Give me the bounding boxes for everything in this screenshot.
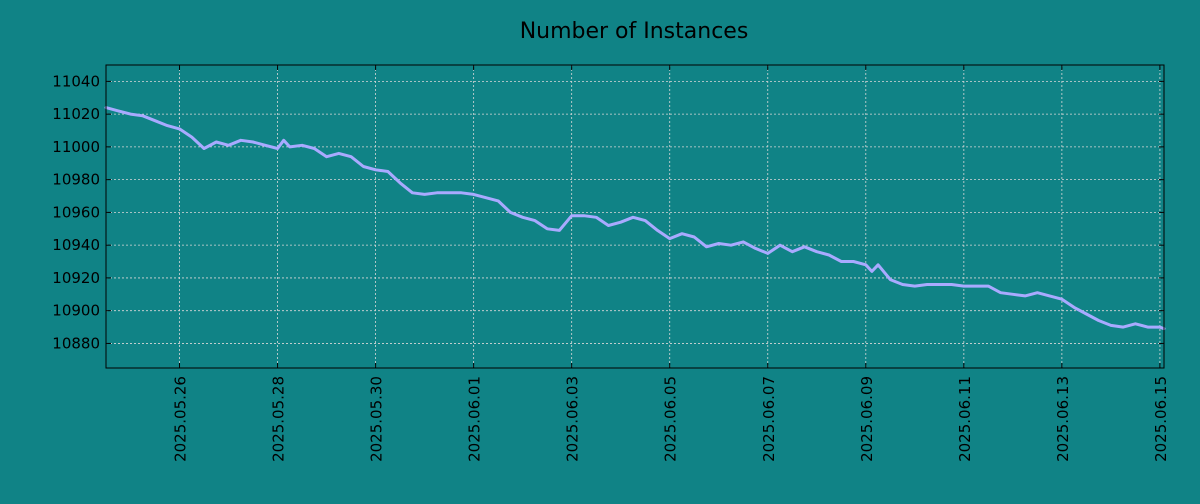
y-tick-label: 10900 bbox=[52, 302, 100, 320]
x-axis: 2025.05.26 2025.05.28 2025.05.30 2025.06.01… bbox=[172, 65, 1170, 462]
y-tick-label: 10960 bbox=[52, 203, 100, 221]
x-tick-label: 2025.06.03 bbox=[564, 376, 582, 462]
y-tick-label: 10880 bbox=[52, 334, 100, 352]
y-tick-label: 10980 bbox=[52, 171, 100, 189]
chart-title: Number of Instances bbox=[520, 19, 749, 44]
x-tick-label: 2025.05.30 bbox=[368, 376, 386, 462]
grid-lines bbox=[106, 65, 1164, 368]
y-tick-label: 10940 bbox=[52, 236, 100, 254]
y-tick-label: 11000 bbox=[52, 138, 100, 156]
y-axis: 10880 10900 10920 10940 10960 10980 11000 11020… bbox=[52, 72, 1164, 352]
x-tick-label: 2025.05.26 bbox=[172, 376, 190, 462]
y-tick-label: 11040 bbox=[52, 72, 100, 90]
x-tick-label: 2025.06.09 bbox=[858, 376, 876, 462]
y-tick-label: 10920 bbox=[52, 269, 100, 287]
y-tick-label: 11020 bbox=[52, 105, 100, 123]
x-tick-label: 2025.06.13 bbox=[1054, 376, 1072, 462]
x-tick-label: 2025.06.11 bbox=[956, 376, 974, 462]
x-tick-label: 2025.06.05 bbox=[662, 376, 680, 462]
x-tick-label: 2025.06.15 bbox=[1152, 376, 1170, 462]
series-layer bbox=[104, 106, 1166, 331]
plot-frame bbox=[105, 64, 1165, 369]
x-tick-label: 2025.06.07 bbox=[760, 376, 778, 462]
x-tick-label: 2025.06.01 bbox=[466, 376, 484, 462]
series-line bbox=[104, 106, 1166, 331]
x-tick-label: 2025.05.28 bbox=[270, 376, 288, 462]
